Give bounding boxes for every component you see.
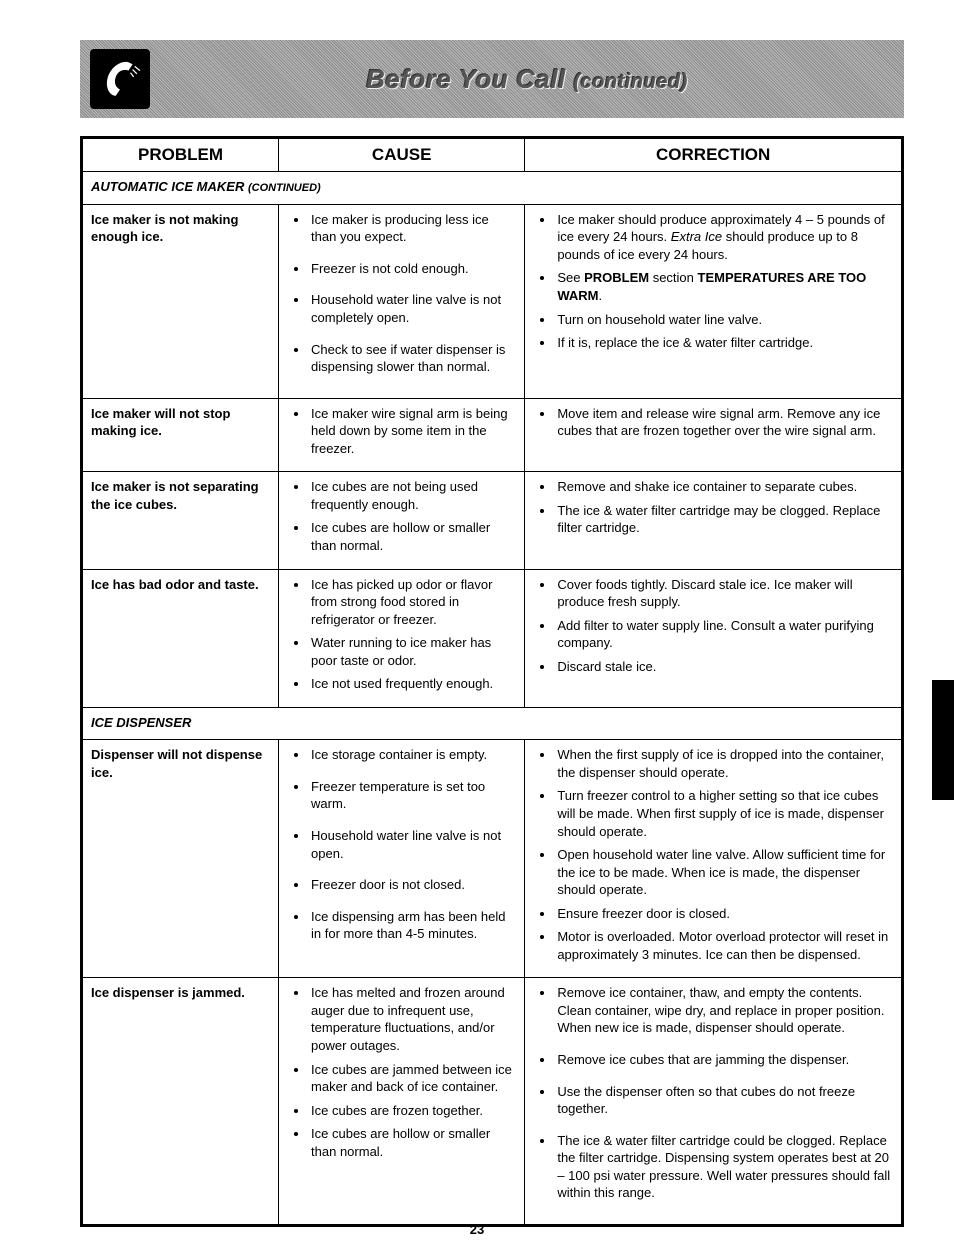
page-number: 23 xyxy=(0,1222,954,1237)
correction-item: The ice & water filter cartridge may be … xyxy=(555,502,893,537)
cause-cell: Ice maker is producing less ice than you… xyxy=(279,204,525,398)
cause-item: Household water line valve is not open. xyxy=(309,827,516,862)
correction-item: Motor is overloaded. Motor overload prot… xyxy=(555,928,893,963)
page-title: Before You Call (continued) xyxy=(150,64,904,95)
correction-item: Turn on household water line valve. xyxy=(555,311,893,329)
cause-item: Ice cubes are hollow or smaller than nor… xyxy=(309,519,516,554)
cause-item: Ice storage container is empty. xyxy=(309,746,516,764)
section-header-row: AUTOMATIC ICE MAKER (CONTINUED) xyxy=(82,172,903,205)
side-tab xyxy=(932,680,954,800)
problem-cell: Ice maker will not stop making ice. xyxy=(82,398,279,472)
table-row: Ice has bad odor and taste. Ice has picke… xyxy=(82,569,903,707)
phone-handset-icon xyxy=(90,49,150,109)
cause-item: Household water line valve is not comple… xyxy=(309,291,516,326)
cause-item: Ice not used frequently enough. xyxy=(309,675,516,693)
cause-item: Ice maker wire signal arm is being held … xyxy=(309,405,516,458)
table-row: Dispenser will not dispense ice.Ice stor… xyxy=(82,740,903,978)
troubleshooting-table: PROBLEM CAUSE CORRECTION AUTOMATIC ICE M… xyxy=(80,136,904,1227)
col-header-cause: CAUSE xyxy=(279,138,525,172)
table-row: Ice maker will not stop making ice. Ice m… xyxy=(82,398,903,472)
title-main: Before You Call xyxy=(366,64,566,94)
problem-cell: Ice maker is not separating the ice cube… xyxy=(82,472,279,569)
problem-cell: Dispenser will not dispense ice. xyxy=(82,740,279,978)
section-title: ICE DISPENSER xyxy=(82,707,903,740)
problem-cell: Ice has bad odor and taste. xyxy=(82,569,279,707)
correction-cell: When the first supply of ice is dropped … xyxy=(525,740,903,978)
correction-item: See PROBLEM section TEMPERATURES ARE TOO… xyxy=(555,269,893,304)
table-row: Ice maker is not separating the ice cube… xyxy=(82,472,903,569)
cause-item: Ice cubes are frozen together. xyxy=(309,1102,516,1120)
cause-item: Freezer door is not closed. xyxy=(309,876,516,894)
page-banner: Before You Call (continued) xyxy=(80,40,904,118)
correction-item: If it is, replace the ice & water filter… xyxy=(555,334,893,352)
cause-item: Freezer is not cold enough. xyxy=(309,260,516,278)
correction-item: Remove ice container, thaw, and empty th… xyxy=(555,984,893,1037)
correction-item: When the first supply of ice is dropped … xyxy=(555,746,893,781)
correction-item: Use the dispenser often so that cubes do… xyxy=(555,1083,893,1118)
cause-item: Water running to ice maker has poor tast… xyxy=(309,634,516,669)
correction-item: Discard stale ice. xyxy=(555,658,893,676)
cause-item: Ice has melted and frozen around auger d… xyxy=(309,984,516,1054)
correction-cell: Cover foods tightly. Discard stale ice. … xyxy=(525,569,903,707)
col-header-correction: CORRECTION xyxy=(525,138,903,172)
cause-item: Ice cubes are not being used frequently … xyxy=(309,478,516,513)
title-sub: (continued) xyxy=(574,71,688,93)
table-header: PROBLEM CAUSE CORRECTION xyxy=(82,138,903,172)
table-body: AUTOMATIC ICE MAKER (CONTINUED)Ice maker… xyxy=(82,172,903,1226)
cause-cell: Ice maker wire signal arm is being held … xyxy=(279,398,525,472)
correction-item: Cover foods tightly. Discard stale ice. … xyxy=(555,576,893,611)
correction-item: Remove ice cubes that are jamming the di… xyxy=(555,1051,893,1069)
cause-item: Ice has picked up odor or flavor from st… xyxy=(309,576,516,629)
correction-item: Ensure freezer door is closed. xyxy=(555,905,893,923)
correction-item: Ice maker should produce approximately 4… xyxy=(555,211,893,264)
correction-item: Remove and shake ice container to separa… xyxy=(555,478,893,496)
manual-page: Before You Call (continued) PROBLEM CAUS… xyxy=(0,0,954,1257)
correction-item: Add filter to water supply line. Consult… xyxy=(555,617,893,652)
cause-item: Ice maker is producing less ice than you… xyxy=(309,211,516,246)
section-title: AUTOMATIC ICE MAKER (CONTINUED) xyxy=(82,172,903,205)
cause-cell: Ice has picked up odor or flavor from st… xyxy=(279,569,525,707)
problem-cell: Ice dispenser is jammed. xyxy=(82,978,279,1225)
correction-cell: Remove and shake ice container to separa… xyxy=(525,472,903,569)
correction-cell: Ice maker should produce approximately 4… xyxy=(525,204,903,398)
cause-cell: Ice has melted and frozen around auger d… xyxy=(279,978,525,1225)
correction-item: Move item and release wire signal arm. R… xyxy=(555,405,893,440)
cause-cell: Ice cubes are not being used frequently … xyxy=(279,472,525,569)
cause-item: Ice cubes are jammed between ice maker a… xyxy=(309,1061,516,1096)
table-row: Ice maker is not making enough ice. Ice m… xyxy=(82,204,903,398)
correction-item: Open household water line valve. Allow s… xyxy=(555,846,893,899)
cause-item: Ice cubes are hollow or smaller than nor… xyxy=(309,1125,516,1160)
section-header-row: ICE DISPENSER xyxy=(82,707,903,740)
cause-item: Check to see if water dispenser is dispe… xyxy=(309,341,516,376)
cause-item: Freezer temperature is set too warm. xyxy=(309,778,516,813)
cause-cell: Ice storage container is empty. Freezer t… xyxy=(279,740,525,978)
problem-cell: Ice maker is not making enough ice. xyxy=(82,204,279,398)
col-header-problem: PROBLEM xyxy=(82,138,279,172)
correction-cell: Move item and release wire signal arm. R… xyxy=(525,398,903,472)
correction-item: Turn freezer control to a higher setting… xyxy=(555,787,893,840)
table-row: Ice dispenser is jammed. Ice has melted a… xyxy=(82,978,903,1225)
correction-item: The ice & water filter cartridge could b… xyxy=(555,1132,893,1202)
phone-icon-svg xyxy=(99,58,141,100)
cause-item: Ice dispensing arm has been held in for … xyxy=(309,908,516,943)
correction-cell: Remove ice container, thaw, and empty th… xyxy=(525,978,903,1225)
